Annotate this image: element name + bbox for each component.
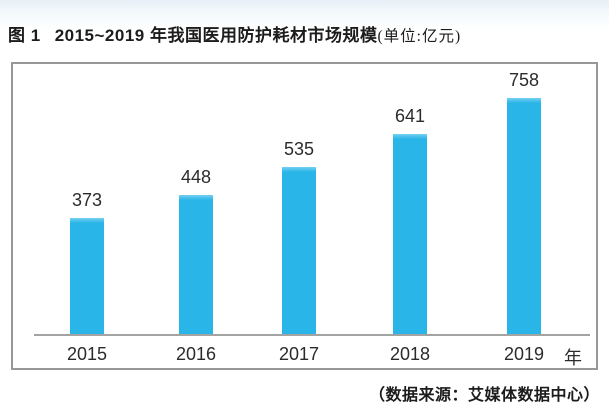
figure-number-label: 图 1: [8, 26, 41, 45]
x-tick-label: 2017: [278, 344, 320, 364]
x-tick-label: 2018: [389, 344, 431, 364]
bar-2019: [507, 98, 541, 334]
bar-chart: 373 2015 448 2016 535 2017 641 2018 758 2019 年: [11, 62, 598, 370]
x-tick-label: 2019: [503, 344, 545, 364]
bar-value-label: 758: [508, 70, 540, 90]
x-axis-line: [34, 334, 590, 336]
plot-area: 373 2015 448 2016 535 2017 641 2018 758 2019: [13, 64, 596, 368]
figure-title: 图 1 2015~2019 年我国医用防护耗材市场规模(单位:亿元): [8, 21, 461, 46]
x-axis-unit-label: 年: [564, 348, 582, 368]
bar-2015: [70, 218, 104, 334]
bar-value-label: 448: [180, 167, 212, 187]
data-source-note: （数据来源：艾媒体数据中心）: [368, 387, 600, 404]
figure-title-text: 2015~2019 年我国医用防护耗材市场规模: [54, 26, 378, 45]
bar-value-label: 641: [394, 106, 426, 126]
bar-value-label: 373: [71, 190, 103, 210]
bar-2016: [179, 195, 213, 334]
x-tick-label: 2016: [175, 344, 217, 364]
unit-note: (单位:亿元): [377, 28, 462, 45]
bar-2017: [282, 167, 316, 334]
bar-2018: [393, 134, 427, 334]
x-tick-label: 2015: [66, 344, 108, 364]
bar-value-label: 535: [283, 139, 315, 159]
